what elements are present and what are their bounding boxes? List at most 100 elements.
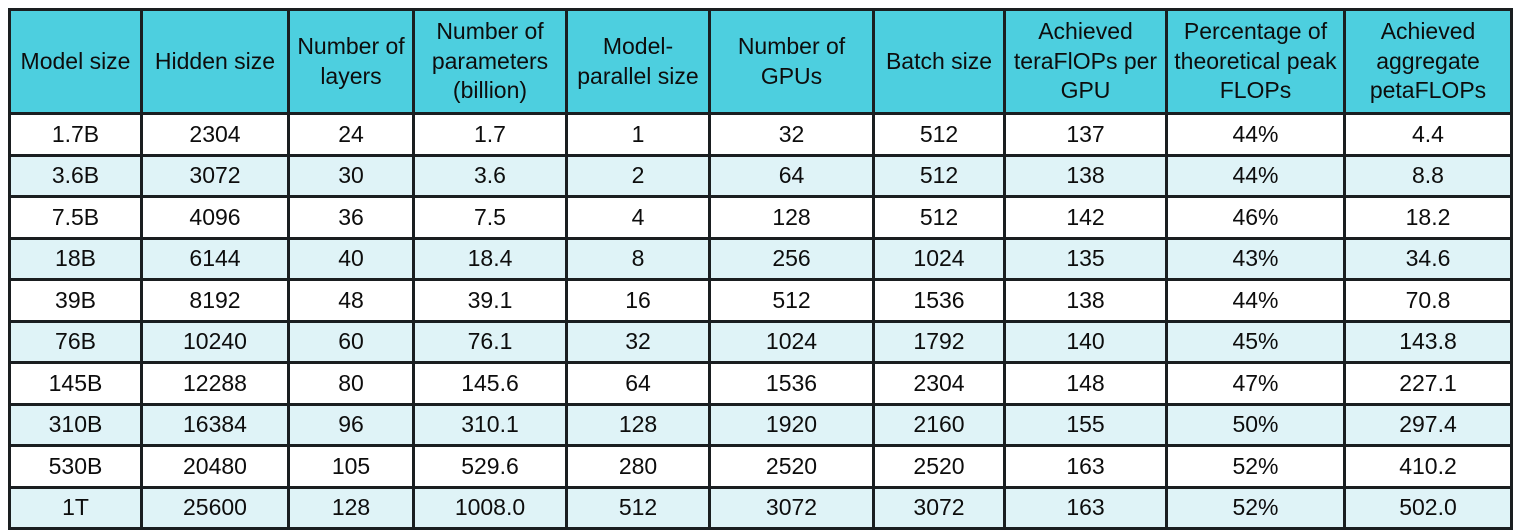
cell-530b-hidden-size: 20480 xyxy=(140,444,290,489)
cell-1-7b-batch-size: 512 xyxy=(872,112,1006,157)
cell-1-7b-hidden-size: 2304 xyxy=(140,112,290,157)
cell-310b-number-of-gpus: 1920 xyxy=(708,402,875,447)
cell-39b-hidden-size: 8192 xyxy=(140,278,290,323)
column-header-achieved-teraflops-per-gpu: Achieved teraFlOPs per GPU xyxy=(1003,8,1168,115)
cell-18b-achieved-aggregate-petaflops: 34.6 xyxy=(1343,236,1513,281)
cell-7-5b-number-of-parameters-billion: 7.5 xyxy=(412,195,568,240)
cell-3-6b-hidden-size: 3072 xyxy=(140,153,290,198)
cell-145b-number-of-gpus: 1536 xyxy=(708,361,875,406)
cell-1t-number-of-gpus: 3072 xyxy=(708,485,875,530)
cell-145b-number-of-parameters-billion: 145.6 xyxy=(412,361,568,406)
cell-18b-number-of-gpus: 256 xyxy=(708,236,875,281)
table-header: Model size Hidden size Number of layers Num… xyxy=(8,8,1513,115)
cell-1t-model-size: 1T xyxy=(8,485,143,530)
cell-1t-number-of-parameters-billion: 1008.0 xyxy=(412,485,568,530)
cell-3-6b-percentage-of-theoretical-peak-flops: 44% xyxy=(1165,153,1346,198)
cell-145b-model-size: 145B xyxy=(8,361,143,406)
cell-39b-achieved-teraflops-per-gpu: 138 xyxy=(1003,278,1168,323)
column-header-number-of-parameters-billion: Number of parameters (billion) xyxy=(412,8,568,115)
cell-18b-hidden-size: 6144 xyxy=(140,236,290,281)
table-row-18b: 18B 6144 40 18.4 8 256 1024 135 43% 34.6 xyxy=(8,236,1513,281)
column-header-achieved-aggregate-petaflops: Achieved aggregate petaFLOPs xyxy=(1343,8,1513,115)
cell-530b-achieved-teraflops-per-gpu: 163 xyxy=(1003,444,1168,489)
cell-76b-model-parallel-size: 32 xyxy=(565,319,711,364)
cell-310b-percentage-of-theoretical-peak-flops: 50% xyxy=(1165,402,1346,447)
cell-1-7b-number-of-parameters-billion: 1.7 xyxy=(412,112,568,157)
cell-76b-number-of-parameters-billion: 76.1 xyxy=(412,319,568,364)
cell-3-6b-number-of-gpus: 64 xyxy=(708,153,875,198)
cell-3-6b-number-of-layers: 30 xyxy=(287,153,415,198)
column-header-percentage-of-theoretical-peak-flops: Percentage of theoretical peak FLOPs xyxy=(1165,8,1346,115)
cell-145b-hidden-size: 12288 xyxy=(140,361,290,406)
table-row-530b: 530B 20480 105 529.6 280 2520 2520 163 52% 410.2 xyxy=(8,444,1513,489)
cell-7-5b-achieved-aggregate-petaflops: 18.2 xyxy=(1343,195,1513,240)
cell-39b-number-of-parameters-billion: 39.1 xyxy=(412,278,568,323)
cell-39b-model-parallel-size: 16 xyxy=(565,278,711,323)
cell-18b-model-parallel-size: 8 xyxy=(565,236,711,281)
column-header-hidden-size: Hidden size xyxy=(140,8,290,115)
table-row-39b: 39B 8192 48 39.1 16 512 1536 138 44% 70.8 xyxy=(8,278,1513,323)
model-scaling-table: Model size Hidden size Number of layers Num… xyxy=(8,8,1513,530)
table-row-3-6b: 3.6B 3072 30 3.6 2 64 512 138 44% 8.8 xyxy=(8,153,1513,198)
cell-7-5b-model-size: 7.5B xyxy=(8,195,143,240)
header-row: Model size Hidden size Number of layers Num… xyxy=(8,8,1513,115)
cell-76b-number-of-layers: 60 xyxy=(287,319,415,364)
cell-7-5b-hidden-size: 4096 xyxy=(140,195,290,240)
cell-310b-number-of-parameters-billion: 310.1 xyxy=(412,402,568,447)
cell-7-5b-percentage-of-theoretical-peak-flops: 46% xyxy=(1165,195,1346,240)
table-row-310b: 310B 16384 96 310.1 128 1920 2160 155 50% 297.4 xyxy=(8,402,1513,447)
column-header-number-of-layers: Number of layers xyxy=(287,8,415,115)
cell-7-5b-achieved-teraflops-per-gpu: 142 xyxy=(1003,195,1168,240)
cell-39b-model-size: 39B xyxy=(8,278,143,323)
cell-3-6b-number-of-parameters-billion: 3.6 xyxy=(412,153,568,198)
table-row-7-5b: 7.5B 4096 36 7.5 4 128 512 142 46% 18.2 xyxy=(8,195,1513,240)
cell-1-7b-number-of-layers: 24 xyxy=(287,112,415,157)
table-row-145b: 145B 12288 80 145.6 64 1536 2304 148 47% 227.1 xyxy=(8,361,1513,406)
cell-145b-percentage-of-theoretical-peak-flops: 47% xyxy=(1165,361,1346,406)
cell-1t-batch-size: 3072 xyxy=(872,485,1006,530)
cell-530b-achieved-aggregate-petaflops: 410.2 xyxy=(1343,444,1513,489)
cell-1-7b-percentage-of-theoretical-peak-flops: 44% xyxy=(1165,112,1346,157)
cell-76b-achieved-teraflops-per-gpu: 140 xyxy=(1003,319,1168,364)
cell-76b-achieved-aggregate-petaflops: 143.8 xyxy=(1343,319,1513,364)
cell-1-7b-model-parallel-size: 1 xyxy=(565,112,711,157)
cell-310b-achieved-aggregate-petaflops: 297.4 xyxy=(1343,402,1513,447)
cell-1-7b-achieved-aggregate-petaflops: 4.4 xyxy=(1343,112,1513,157)
cell-310b-achieved-teraflops-per-gpu: 155 xyxy=(1003,402,1168,447)
cell-39b-percentage-of-theoretical-peak-flops: 44% xyxy=(1165,278,1346,323)
cell-530b-model-parallel-size: 280 xyxy=(565,444,711,489)
cell-530b-model-size: 530B xyxy=(8,444,143,489)
cell-18b-number-of-parameters-billion: 18.4 xyxy=(412,236,568,281)
cell-145b-achieved-teraflops-per-gpu: 148 xyxy=(1003,361,1168,406)
column-header-model-size: Model size xyxy=(8,8,143,115)
cell-1-7b-number-of-gpus: 32 xyxy=(708,112,875,157)
cell-18b-batch-size: 1024 xyxy=(872,236,1006,281)
cell-1-7b-model-size: 1.7B xyxy=(8,112,143,157)
cell-530b-number-of-gpus: 2520 xyxy=(708,444,875,489)
cell-18b-percentage-of-theoretical-peak-flops: 43% xyxy=(1165,236,1346,281)
cell-39b-achieved-aggregate-petaflops: 70.8 xyxy=(1343,278,1513,323)
cell-1t-achieved-aggregate-petaflops: 502.0 xyxy=(1343,485,1513,530)
cell-3-6b-batch-size: 512 xyxy=(872,153,1006,198)
cell-1t-hidden-size: 25600 xyxy=(140,485,290,530)
cell-1-7b-achieved-teraflops-per-gpu: 137 xyxy=(1003,112,1168,157)
column-header-model-parallel-size: Model-parallel size xyxy=(565,8,711,115)
cell-310b-model-parallel-size: 128 xyxy=(565,402,711,447)
cell-530b-number-of-layers: 105 xyxy=(287,444,415,489)
cell-145b-number-of-layers: 80 xyxy=(287,361,415,406)
cell-1t-number-of-layers: 128 xyxy=(287,485,415,530)
cell-18b-achieved-teraflops-per-gpu: 135 xyxy=(1003,236,1168,281)
cell-76b-batch-size: 1792 xyxy=(872,319,1006,364)
cell-7-5b-number-of-layers: 36 xyxy=(287,195,415,240)
table-row-1-7b: 1.7B 2304 24 1.7 1 32 512 137 44% 4.4 xyxy=(8,112,1513,157)
cell-310b-batch-size: 2160 xyxy=(872,402,1006,447)
cell-18b-model-size: 18B xyxy=(8,236,143,281)
cell-76b-percentage-of-theoretical-peak-flops: 45% xyxy=(1165,319,1346,364)
cell-7-5b-number-of-gpus: 128 xyxy=(708,195,875,240)
cell-39b-number-of-layers: 48 xyxy=(287,278,415,323)
cell-39b-number-of-gpus: 512 xyxy=(708,278,875,323)
cell-3-6b-achieved-teraflops-per-gpu: 138 xyxy=(1003,153,1168,198)
table-body: 1.7B 2304 24 1.7 1 32 512 137 44% 4.4 3.6B 3072 30 3.… xyxy=(8,112,1513,530)
table-row-1t: 1T 25600 128 1008.0 512 3072 3072 163 52% 502.0 xyxy=(8,485,1513,530)
